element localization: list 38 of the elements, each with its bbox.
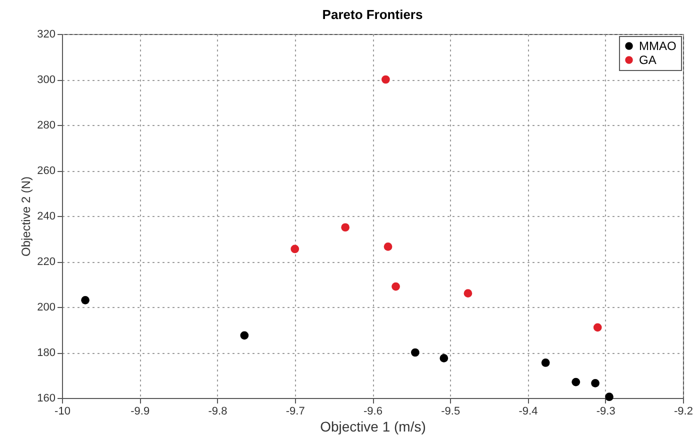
point (290, 244, 300, 254)
point (240, 331, 249, 340)
y-tick-label: 240 (37, 210, 56, 222)
point (440, 354, 448, 362)
x-tick-label: -9.2 (674, 406, 693, 418)
x-tick-label: -9.9 (130, 406, 150, 418)
legend-label: GA (639, 53, 656, 67)
point (605, 392, 614, 402)
x-tick-label: -9.7 (286, 406, 305, 418)
x-tick-label: -9.4 (518, 406, 538, 418)
point (392, 282, 400, 291)
point (541, 358, 550, 367)
y-tick-label: 280 (37, 120, 56, 132)
x-tick-label: -9.3 (596, 406, 616, 418)
point (81, 296, 90, 304)
y-tick-label: 260 (37, 165, 56, 177)
chart-title: Pareto Frontiers (322, 7, 423, 22)
x-tick-label: -10 (54, 406, 70, 418)
point (384, 242, 392, 251)
x-axis-title: Objective 1 (m/s) (320, 418, 426, 434)
point (411, 348, 420, 357)
legend-label: MMAO (639, 39, 676, 53)
y-tick-label: 180 (37, 347, 56, 359)
y-axis-title: Objective 2 (N) (19, 176, 34, 257)
y-tick-label: 220 (37, 256, 56, 268)
point (593, 323, 602, 332)
x-tick-label: -9.6 (364, 406, 382, 418)
point (464, 289, 472, 298)
x-tick-label: -9.8 (208, 406, 228, 418)
y-tick-label: 200 (37, 302, 56, 314)
x-tick-label: -9.5 (441, 406, 460, 418)
point (572, 378, 580, 386)
y-tick-label: 300 (37, 74, 56, 86)
y-tick-label: 320 (37, 28, 56, 40)
y-tick-label: 160 (37, 392, 56, 404)
point (341, 223, 350, 232)
point (382, 75, 390, 84)
point (591, 379, 600, 388)
